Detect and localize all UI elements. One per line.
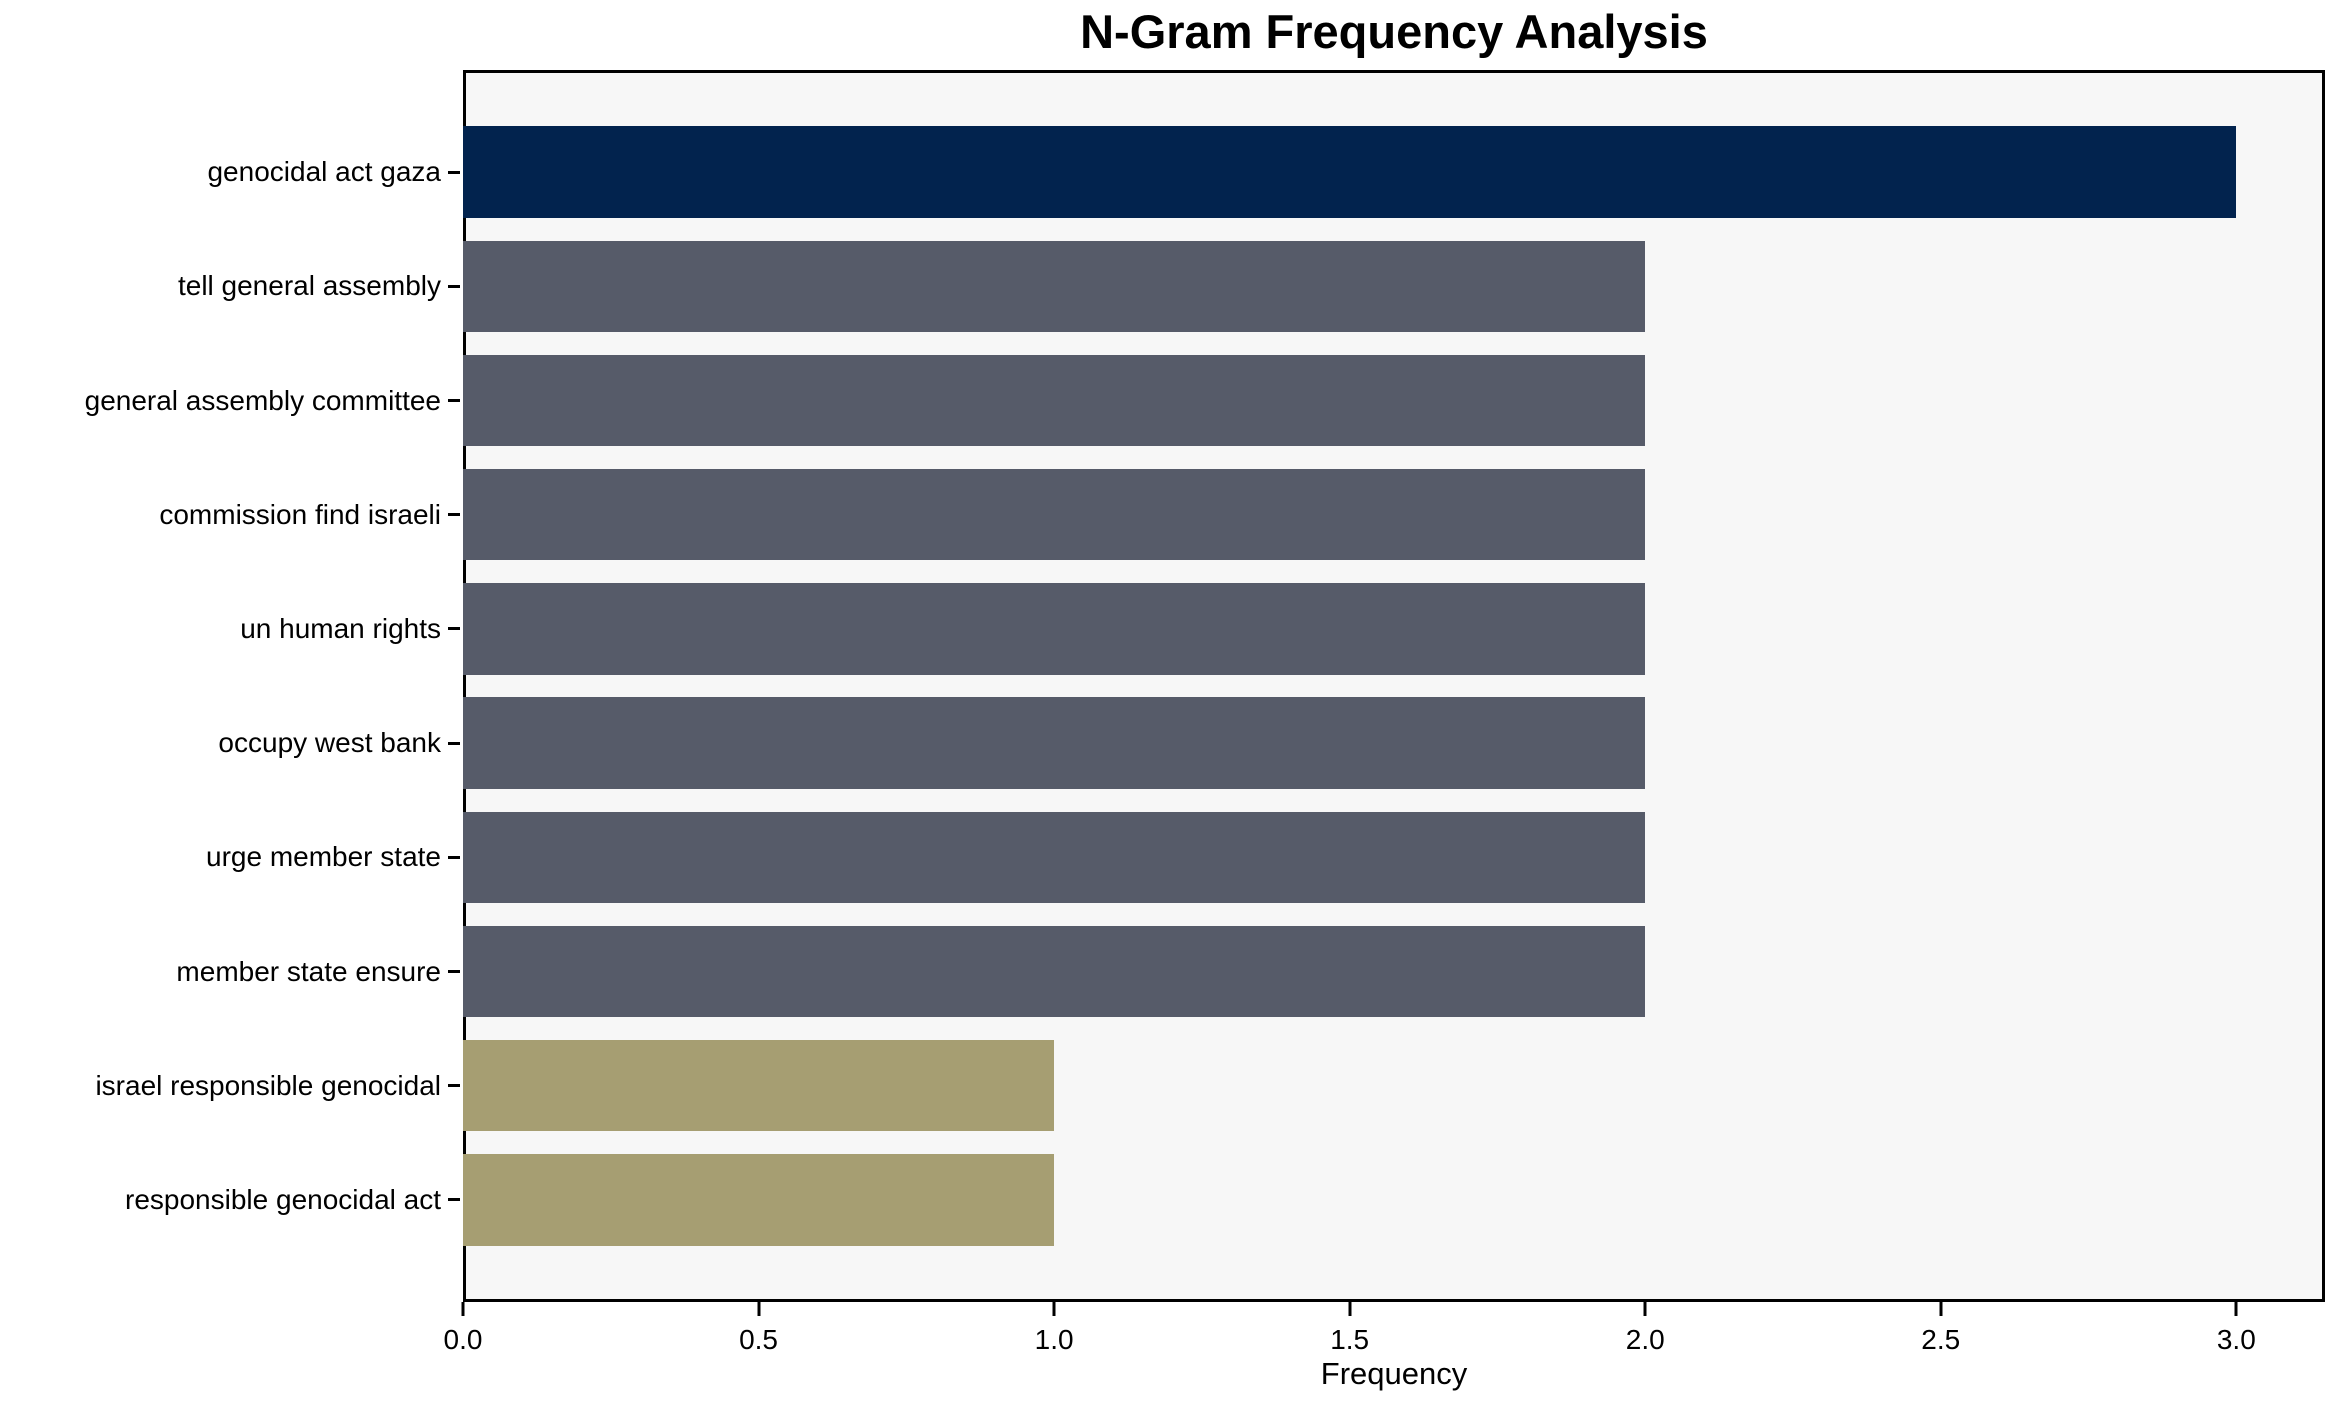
chart-row: genocidal act gaza <box>0 115 2325 229</box>
bar <box>463 811 1646 903</box>
chart-row: occupy west bank <box>0 686 2325 800</box>
x-axis: 0.0 0.5 1.0 1.5 2.0 2.5 3.0 <box>444 1302 2325 1362</box>
bar-track <box>463 572 2325 686</box>
bar <box>463 240 1646 332</box>
y-tick-label: commission find israeli <box>159 498 441 530</box>
x-tick-mark <box>1052 1302 1056 1316</box>
y-tick-mark <box>448 1084 460 1088</box>
x-tick-label: 0.0 <box>443 1324 483 1355</box>
y-tick-mark <box>448 170 460 174</box>
y-tick-mark <box>448 399 460 402</box>
y-tick-mark <box>448 284 460 288</box>
bar <box>463 583 1646 675</box>
y-tick-mark <box>448 970 460 974</box>
y-tick-mark <box>448 1198 460 1202</box>
y-tick-mark <box>448 741 460 745</box>
y-tick-label: member state ensure <box>176 955 441 987</box>
bar <box>463 354 1646 447</box>
bar-track <box>463 800 2325 914</box>
bar-track <box>463 914 2325 1028</box>
x-tick-label: 3.0 <box>2216 1324 2256 1355</box>
bar-track <box>463 1029 2325 1143</box>
x-tick-mark <box>1348 1302 1352 1316</box>
y-tick-mark <box>448 855 460 859</box>
chart-row: general assembly committee <box>0 343 2325 457</box>
chart-row: tell general assembly <box>0 229 2325 343</box>
y-tick-label: genocidal act gaza <box>207 156 441 188</box>
x-tick-label: 1.0 <box>1034 1324 1074 1355</box>
bars-container: genocidal act gaza tell general assembly g… <box>0 70 2325 1302</box>
y-tick-mark <box>448 513 460 517</box>
x-tick-mark <box>1939 1302 1943 1316</box>
bar <box>463 469 1646 561</box>
y-tick-label: occupy west bank <box>218 727 441 759</box>
y-tick-label: general assembly committee <box>84 384 441 416</box>
x-tick-label: 0.5 <box>739 1324 779 1355</box>
bar <box>463 1154 1055 1246</box>
y-tick-label: israel responsible genocidal <box>95 1069 441 1101</box>
x-tick-label: 1.5 <box>1330 1324 1370 1355</box>
bar-track <box>463 686 2325 800</box>
y-tick-label: urge member state <box>206 841 441 873</box>
bar <box>463 1040 1055 1132</box>
y-tick-label: tell general assembly <box>177 270 441 302</box>
chart-row: commission find israeli <box>0 458 2325 572</box>
chart-row: urge member state <box>0 800 2325 914</box>
x-tick-mark <box>757 1302 761 1316</box>
x-tick-label: 2.5 <box>1921 1324 1961 1355</box>
chart-row: israel responsible genocidal <box>0 1029 2325 1143</box>
x-tick-mark <box>2234 1302 2238 1316</box>
chart-row: member state ensure <box>0 914 2325 1028</box>
bar-track <box>463 1143 2325 1257</box>
y-tick-label: un human rights <box>240 612 441 644</box>
bar <box>463 126 2237 218</box>
chart-row: responsible genocidal act <box>0 1143 2325 1257</box>
x-tick-label: 2.0 <box>1625 1324 1665 1355</box>
chart-row: un human rights <box>0 572 2325 686</box>
bar <box>463 697 1646 789</box>
bar-track <box>463 343 2325 457</box>
bar-track <box>463 115 2325 229</box>
y-tick-label: responsible genocidal act <box>125 1183 441 1215</box>
chart-title: N-Gram Frequency Analysis <box>1080 5 1708 58</box>
bar <box>463 925 1646 1018</box>
bar-track <box>463 229 2325 343</box>
x-axis-label: Frequency <box>1320 1356 1468 1391</box>
bar-track <box>463 458 2325 572</box>
x-tick-mark <box>461 1302 465 1316</box>
x-tick-mark <box>1643 1302 1647 1316</box>
y-tick-mark <box>448 627 460 631</box>
